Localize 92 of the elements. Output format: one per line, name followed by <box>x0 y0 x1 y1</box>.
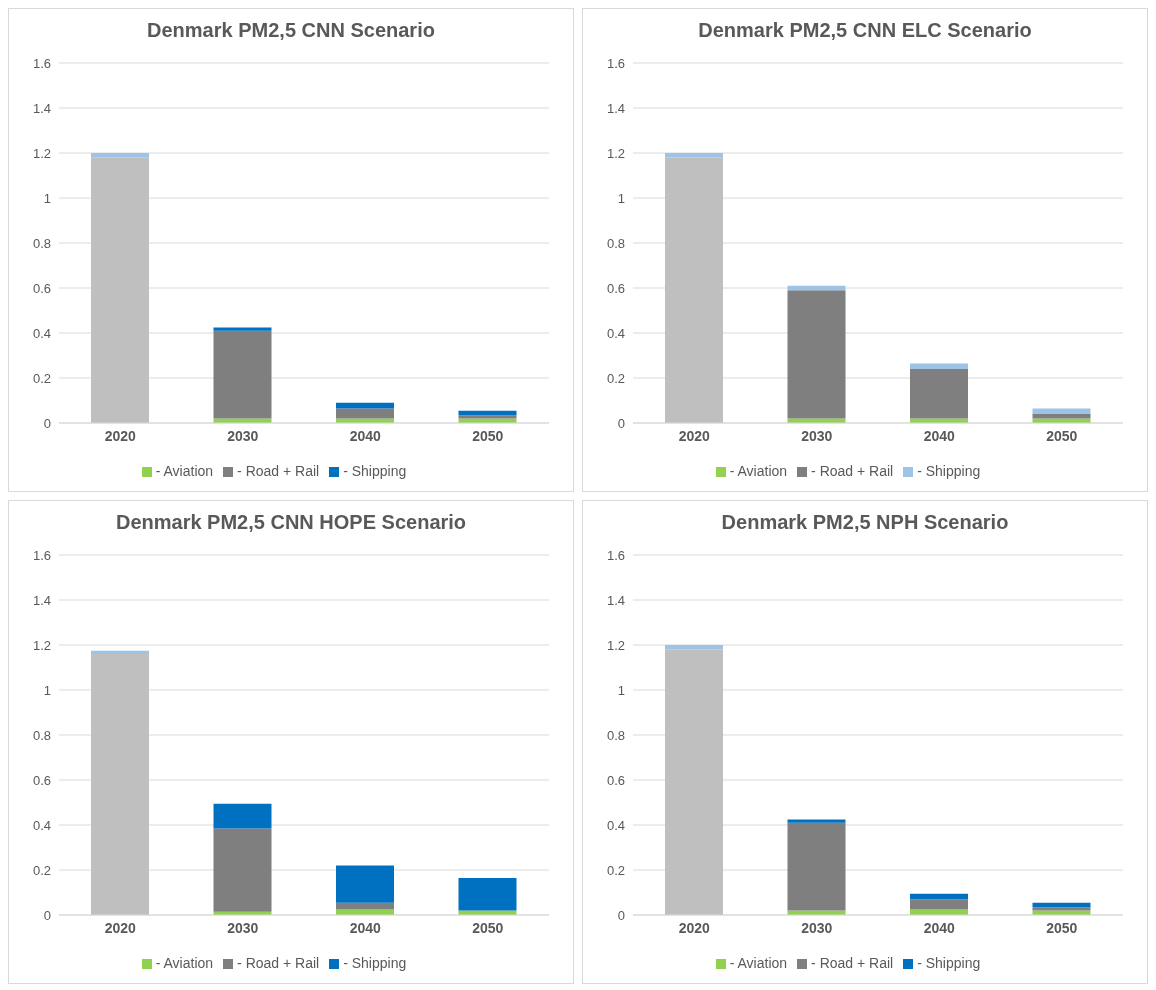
x-tick-label: 2040 <box>349 427 382 444</box>
y-tick-label: 0.6 <box>32 772 51 788</box>
x-tick-label: 2050 <box>472 919 504 936</box>
y-tick-label: 0.2 <box>606 370 625 386</box>
y-tick-label: 1 <box>43 682 51 698</box>
bar <box>910 899 968 910</box>
y-tick-label: 1.4 <box>32 592 51 608</box>
x-tick-label: 2020 <box>678 427 711 444</box>
x-tick-label: 2040 <box>923 427 956 444</box>
y-tick-label: 1.2 <box>606 637 625 653</box>
chart-title: Denmark PM2,5 CNN Scenario <box>146 18 436 43</box>
y-tick-label: 0.6 <box>606 772 625 788</box>
bar <box>458 877 517 911</box>
y-tick-label: 0.2 <box>606 862 625 878</box>
x-tick-label: 2020 <box>104 919 137 936</box>
y-tick-label: 0.8 <box>32 235 51 251</box>
y-tick-label: 1 <box>43 190 51 206</box>
bar <box>1032 414 1091 419</box>
y-tick-label: 1 <box>617 682 625 698</box>
bar <box>665 649 723 915</box>
bar <box>787 819 846 823</box>
bar <box>665 645 723 650</box>
legend-label: - Aviation <box>729 463 788 479</box>
bar <box>787 290 846 419</box>
bar <box>91 157 149 423</box>
y-tick-label: 1.6 <box>606 55 625 71</box>
y-tick-label: 0.4 <box>606 817 625 833</box>
y-tick-label: 0.6 <box>606 280 625 296</box>
x-tick-label: 2030 <box>801 427 833 444</box>
y-tick-label: 0 <box>43 907 51 923</box>
legend-label: - Shipping <box>343 463 407 479</box>
y-tick-label: 0.4 <box>606 325 625 341</box>
legend-label: - Shipping <box>343 955 407 971</box>
bar <box>910 363 968 369</box>
legend-label: - Aviation <box>155 463 214 479</box>
legend-label: - Road + Rail <box>237 955 320 971</box>
y-tick-label: 0.8 <box>32 727 51 743</box>
bar <box>213 330 272 419</box>
y-tick-label: 0 <box>617 415 625 431</box>
x-tick-label: 2040 <box>923 919 956 936</box>
x-tick-label: 2020 <box>104 427 137 444</box>
legend-label: - Shipping <box>917 955 981 971</box>
x-tick-label: 2050 <box>1046 919 1078 936</box>
y-tick-label: 1.4 <box>606 592 625 608</box>
y-tick-label: 0.2 <box>32 370 51 386</box>
x-tick-label: 2030 <box>227 427 259 444</box>
bar <box>336 408 394 419</box>
bar <box>336 865 394 903</box>
bar <box>91 654 149 915</box>
y-tick-label: 1.4 <box>606 100 625 116</box>
legend-label: - Road + Rail <box>811 463 894 479</box>
bar <box>213 828 272 912</box>
bar <box>1032 907 1091 911</box>
y-tick-label: 0.8 <box>606 727 625 743</box>
bar <box>213 327 272 331</box>
bar <box>1032 408 1091 414</box>
x-tick-label: 2030 <box>801 919 833 936</box>
y-tick-label: 1.4 <box>32 100 51 116</box>
chart-title: Denmark PM2,5 CNN ELC Scenario <box>697 18 1033 43</box>
y-tick-label: 0.4 <box>32 325 51 341</box>
bar <box>91 153 149 158</box>
x-tick-label: 2050 <box>1046 427 1078 444</box>
y-tick-label: 1 <box>617 190 625 206</box>
bar <box>665 157 723 423</box>
y-tick-label: 1.2 <box>32 145 51 161</box>
legend-label: - Road + Rail <box>237 463 320 479</box>
y-tick-label: 0.6 <box>32 280 51 296</box>
x-tick-label: 2030 <box>227 919 259 936</box>
legend-label: - Aviation <box>729 955 788 971</box>
bar <box>213 803 272 829</box>
bar <box>787 822 846 911</box>
x-tick-label: 2040 <box>349 919 382 936</box>
y-tick-label: 0 <box>43 415 51 431</box>
y-tick-label: 1.6 <box>32 55 51 71</box>
bar <box>458 415 517 419</box>
chart-title: Denmark PM2,5 CNN HOPE Scenario <box>114 510 468 535</box>
y-tick-label: 1.2 <box>606 145 625 161</box>
x-tick-label: 2050 <box>472 427 504 444</box>
chart-title: Denmark PM2,5 NPH Scenario <box>720 510 1010 535</box>
y-tick-label: 1.6 <box>606 547 625 563</box>
y-tick-label: 0.4 <box>32 817 51 833</box>
y-tick-label: 1.6 <box>32 547 51 563</box>
legend-label: - Shipping <box>917 463 981 479</box>
y-tick-label: 1.2 <box>32 637 51 653</box>
legend-label: - Aviation <box>155 955 214 971</box>
bar <box>910 369 968 419</box>
y-tick-label: 0.2 <box>32 862 51 878</box>
legend-label: - Road + Rail <box>811 955 894 971</box>
y-tick-label: 0.8 <box>606 235 625 251</box>
x-tick-label: 2020 <box>678 919 711 936</box>
y-tick-label: 0 <box>617 907 625 923</box>
bar <box>665 153 723 158</box>
